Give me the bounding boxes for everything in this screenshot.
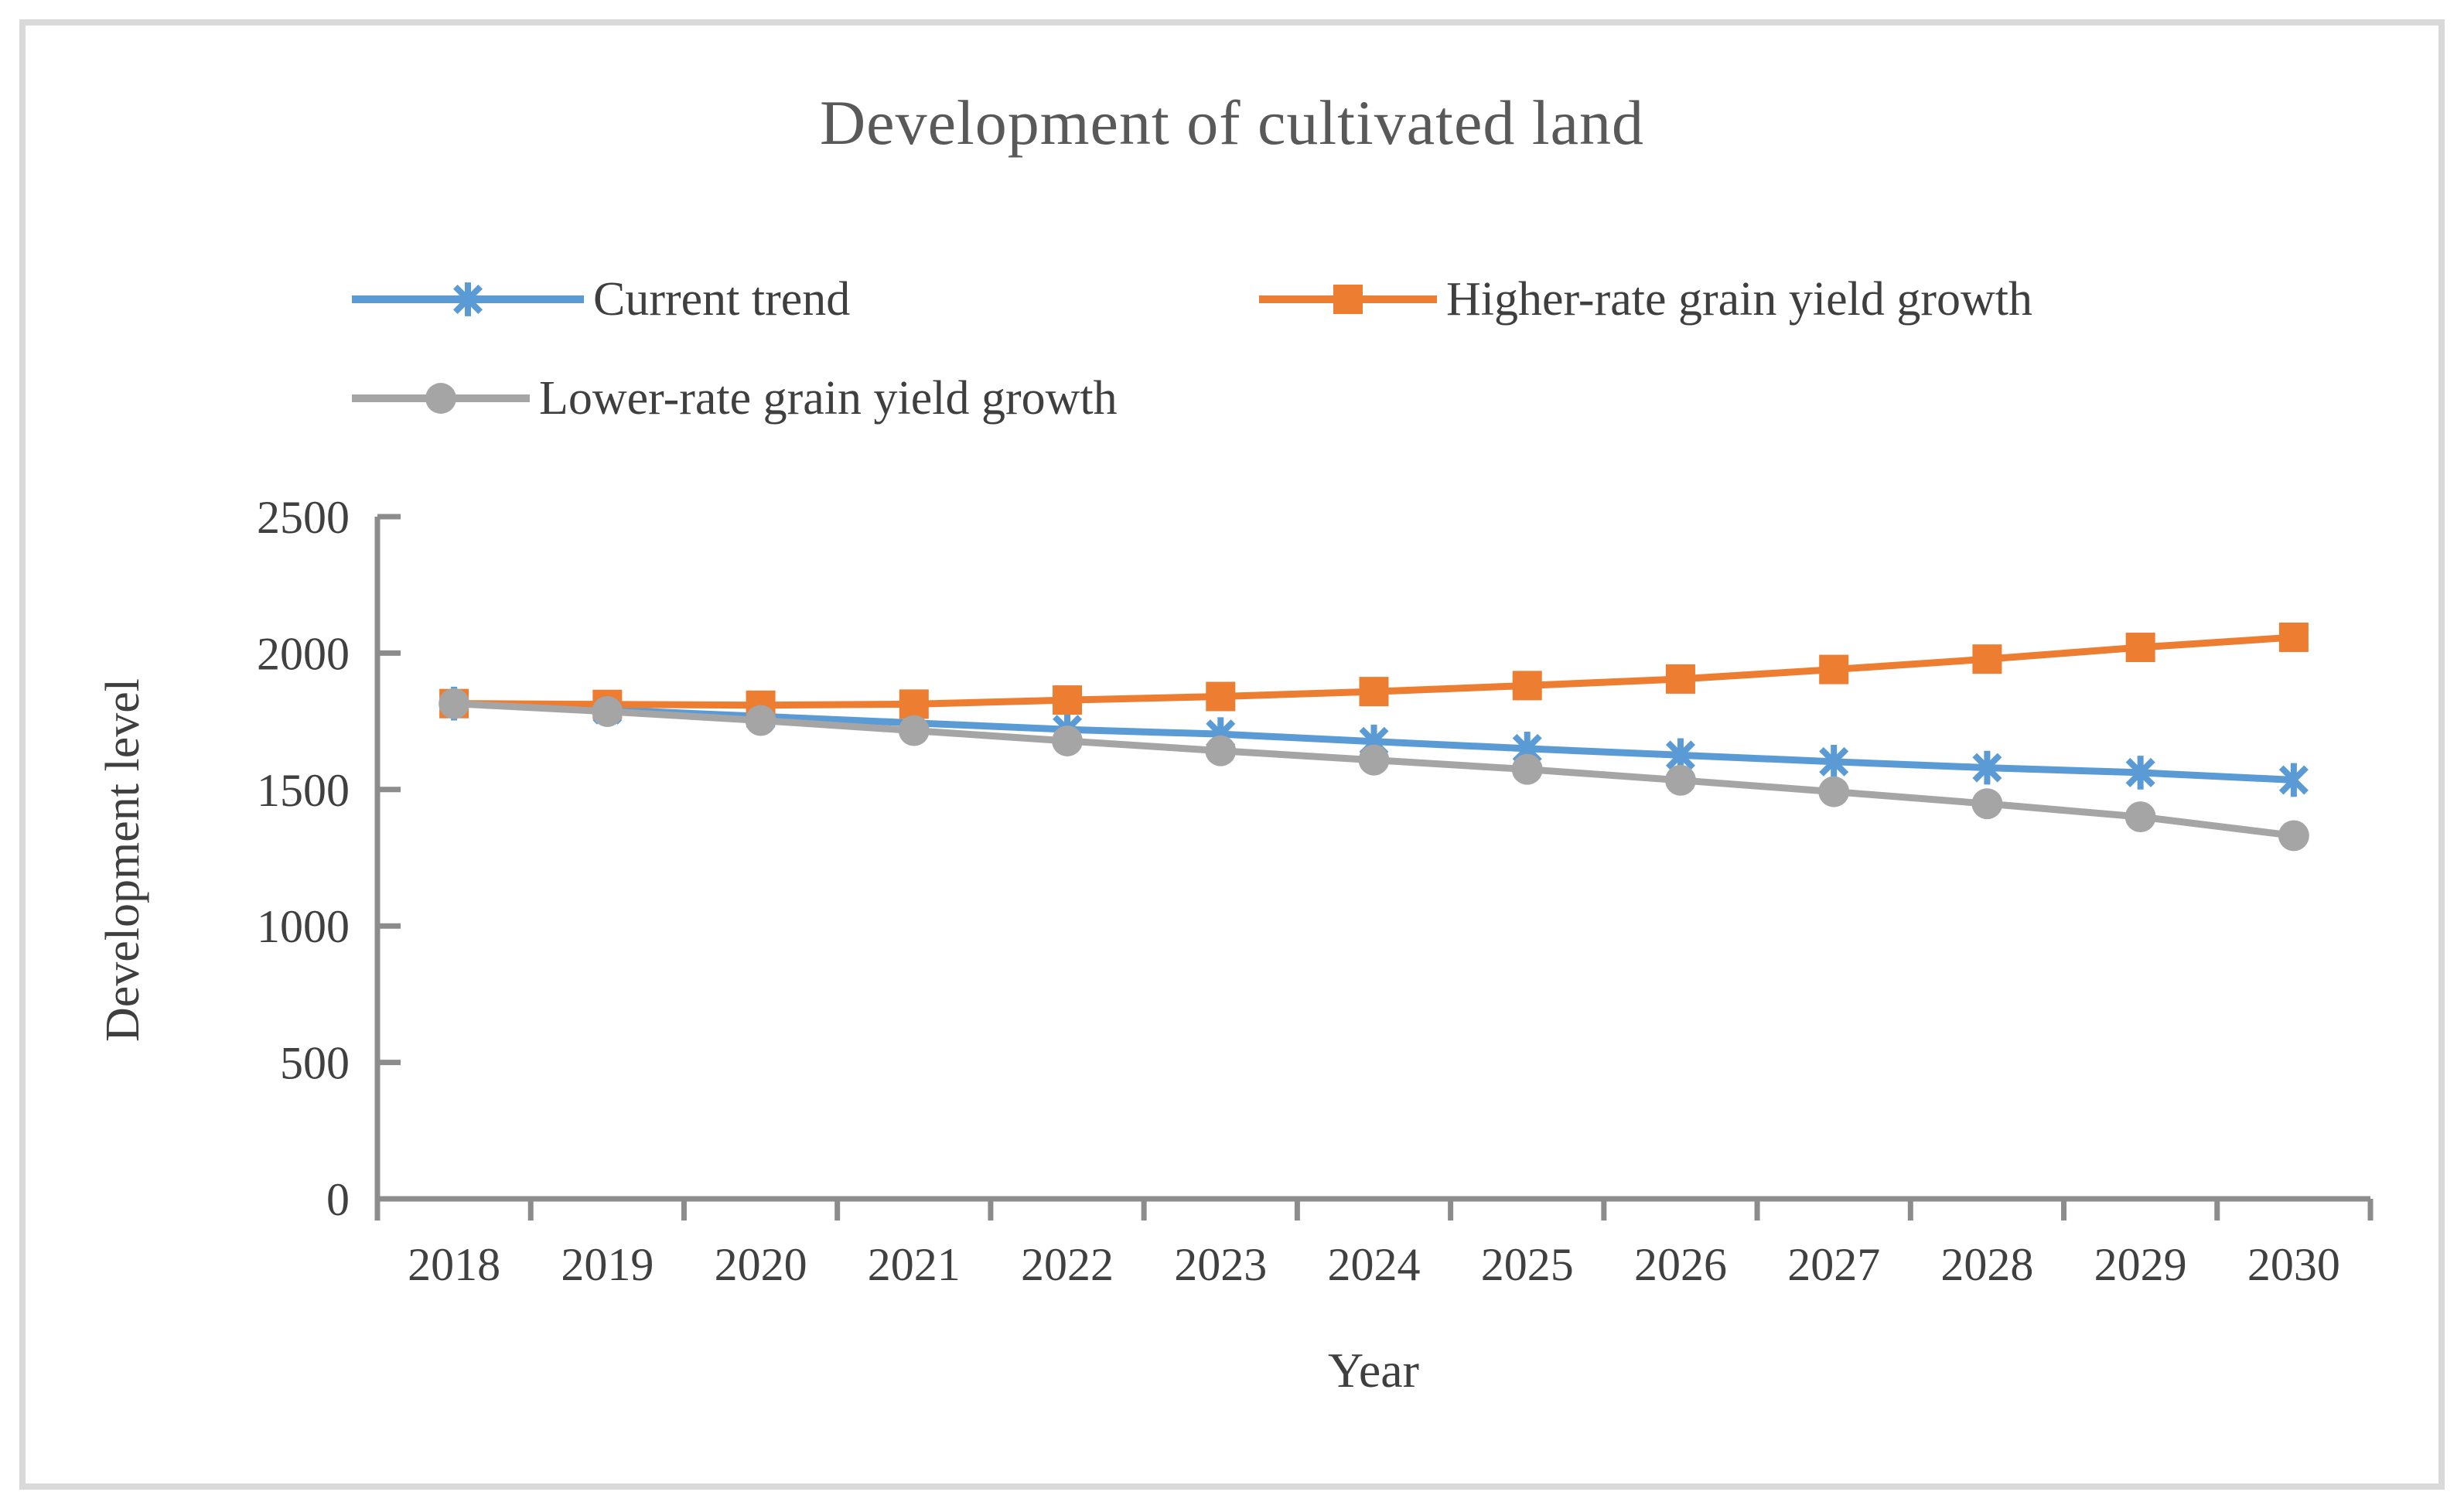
series-2 xyxy=(439,688,2309,852)
svg-text:2000: 2000 xyxy=(257,628,350,679)
line-asterisk-marker-icon xyxy=(352,282,584,316)
legend-item-label: Higher-rate grain yield growth xyxy=(1446,272,2032,326)
legend-item-lower-rate: Lower-rate grain yield growth xyxy=(352,371,1118,425)
axes xyxy=(374,514,2374,1221)
svg-text:2025: 2025 xyxy=(1481,1239,1574,1290)
svg-text:2026: 2026 xyxy=(1634,1239,1727,1290)
svg-text:2020: 2020 xyxy=(715,1239,807,1290)
line-square-marker-icon xyxy=(1259,285,1437,314)
svg-text:1500: 1500 xyxy=(257,765,350,816)
x-axis-title: Year xyxy=(1328,1343,1419,1398)
svg-text:2029: 2029 xyxy=(2094,1239,2187,1290)
svg-text:2028: 2028 xyxy=(1940,1239,2033,1290)
svg-text:0: 0 xyxy=(326,1174,350,1225)
series-1 xyxy=(439,622,2309,720)
svg-text:2027: 2027 xyxy=(1787,1239,1880,1290)
svg-text:2022: 2022 xyxy=(1021,1239,1114,1290)
svg-text:2021: 2021 xyxy=(868,1239,961,1290)
x-tick-labels: 2018 2019 2020 2021 2022 2023 2024 2025 2026 2027… xyxy=(408,1239,2340,1290)
y-axis-title: Development level xyxy=(97,678,149,1042)
legend-item-current-trend: Current trend xyxy=(352,272,850,326)
legend-item-label: Current trend xyxy=(593,272,851,326)
svg-text:1000: 1000 xyxy=(257,901,350,952)
svg-text:2024: 2024 xyxy=(1328,1239,1421,1290)
svg-text:2019: 2019 xyxy=(561,1239,654,1290)
legend-item-label: Lower-rate grain yield growth xyxy=(539,371,1118,425)
svg-text:2018: 2018 xyxy=(408,1239,500,1290)
chart-title: Development of cultivated land xyxy=(819,87,1645,158)
svg-text:2030: 2030 xyxy=(2247,1239,2340,1290)
legend-item-higher-rate: Higher-rate grain yield growth xyxy=(1259,272,2032,326)
svg-text:2500: 2500 xyxy=(257,492,350,543)
svg-text:2023: 2023 xyxy=(1174,1239,1267,1290)
line-circle-marker-icon xyxy=(352,383,530,414)
y-tick-labels: 0 500 1000 1500 2000 2500 xyxy=(257,492,350,1225)
svg-text:500: 500 xyxy=(280,1038,350,1089)
